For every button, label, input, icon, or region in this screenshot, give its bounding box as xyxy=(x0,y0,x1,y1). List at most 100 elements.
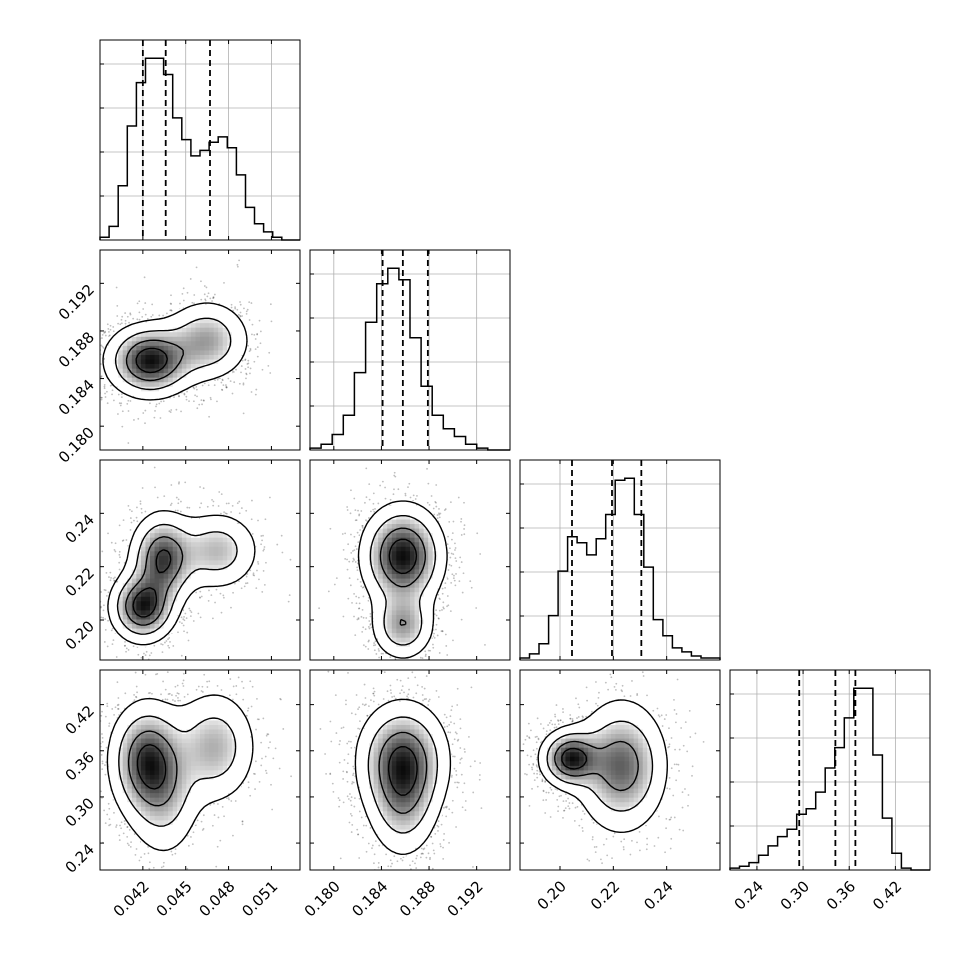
density-cell xyxy=(172,582,178,588)
sample-point xyxy=(186,631,189,634)
density-cell xyxy=(159,377,165,383)
density-cell xyxy=(136,546,142,552)
density-cell xyxy=(227,327,233,333)
sample-point xyxy=(182,618,185,621)
sample-point xyxy=(61,332,63,334)
sample-point xyxy=(103,383,106,386)
sample-point xyxy=(103,641,106,643)
density-cell xyxy=(168,336,174,342)
density-cell xyxy=(172,610,178,615)
density-cell xyxy=(163,368,169,374)
density-cell xyxy=(218,309,224,315)
density-cell xyxy=(145,519,151,525)
density-cell xyxy=(209,532,215,538)
sample-point xyxy=(125,539,128,541)
density-cell xyxy=(131,541,137,547)
sample-point xyxy=(137,417,140,420)
sample-point xyxy=(101,337,103,339)
sample-point xyxy=(255,388,258,391)
density-cell xyxy=(172,377,178,383)
sample-point xyxy=(212,297,214,299)
sample-point xyxy=(117,322,120,325)
density-cell xyxy=(186,519,192,525)
sample-point xyxy=(214,379,216,382)
sample-point xyxy=(364,645,367,648)
density-cell xyxy=(136,587,142,593)
density-cell xyxy=(218,340,224,346)
sample-point xyxy=(264,518,267,521)
density-cell xyxy=(204,560,210,565)
sample-point xyxy=(183,619,186,622)
density-cell xyxy=(145,523,151,529)
density-cell xyxy=(177,550,183,556)
sample-point xyxy=(229,380,232,383)
sample-point xyxy=(113,579,116,582)
density-cell xyxy=(109,359,115,365)
density-cell xyxy=(168,578,174,584)
sample-point xyxy=(137,653,140,656)
sample-point xyxy=(185,398,188,401)
sample-point xyxy=(248,350,251,353)
sample-point xyxy=(230,606,232,609)
density-cell xyxy=(154,350,160,355)
density-cell xyxy=(231,550,237,556)
density-cell xyxy=(200,313,205,319)
sample-point xyxy=(252,572,255,575)
density-cell xyxy=(131,331,137,337)
density-cell xyxy=(109,368,115,374)
sample-point xyxy=(92,603,94,605)
density-cell xyxy=(181,336,187,342)
sample-point xyxy=(170,309,173,312)
sample-point xyxy=(251,499,253,502)
sample-point xyxy=(396,664,398,666)
sample-point xyxy=(113,549,116,551)
sample-point xyxy=(439,512,442,515)
sample-point xyxy=(203,382,206,385)
sample-point xyxy=(83,373,85,375)
density-cell xyxy=(168,350,174,355)
density-cell xyxy=(122,600,128,606)
density-cell xyxy=(218,313,224,319)
density-cell xyxy=(195,523,201,529)
sample-point xyxy=(196,395,198,398)
sample-point xyxy=(238,259,240,262)
density-cell xyxy=(154,546,160,552)
density-cell xyxy=(159,368,165,374)
density-cell xyxy=(200,532,205,538)
sample-point xyxy=(422,672,424,674)
sample-point xyxy=(392,493,395,496)
contour-line xyxy=(114,317,232,391)
sample-point xyxy=(116,304,119,307)
sample-point xyxy=(212,296,215,298)
density-cell xyxy=(136,331,142,337)
sample-point xyxy=(251,333,253,336)
density-cell xyxy=(213,582,219,588)
sample-point xyxy=(188,506,191,509)
density-cell xyxy=(181,546,187,552)
density-cell xyxy=(154,578,160,584)
density-cell xyxy=(195,546,201,552)
sample-point xyxy=(269,372,272,374)
density-cell xyxy=(159,331,165,337)
density-cell xyxy=(195,550,201,556)
sample-point xyxy=(288,594,291,597)
density-cell xyxy=(150,632,155,638)
density-cell xyxy=(154,605,160,611)
density-cell xyxy=(209,582,215,588)
density-cell xyxy=(177,523,183,529)
density-cell xyxy=(154,363,160,369)
density-cell xyxy=(154,390,160,396)
density-cell xyxy=(227,578,233,584)
density-cell xyxy=(150,614,155,620)
sample-point xyxy=(89,404,91,406)
density-cell xyxy=(154,623,160,629)
density-cell xyxy=(118,331,124,337)
sample-point xyxy=(120,322,123,325)
density-cell xyxy=(118,336,124,342)
density-cell xyxy=(218,537,224,543)
sample-point xyxy=(200,502,203,505)
density-cell xyxy=(181,345,187,351)
density-cell xyxy=(218,304,224,310)
sample-point xyxy=(240,371,242,374)
density-cell xyxy=(245,555,251,561)
